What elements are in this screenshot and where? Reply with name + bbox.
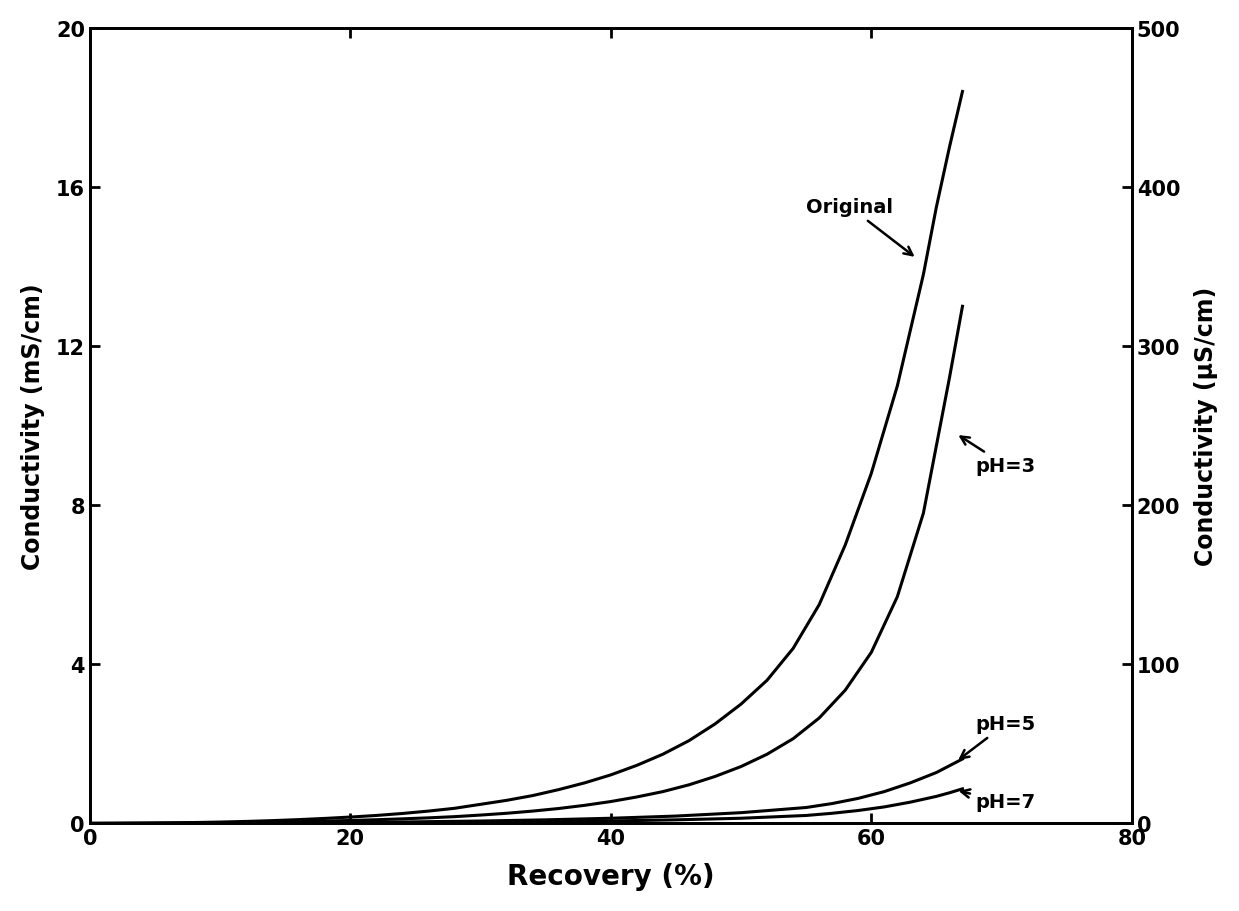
Text: pH=7: pH=7 [961, 790, 1036, 811]
Text: Original: Original [807, 198, 912, 256]
Text: pH=5: pH=5 [960, 715, 1036, 759]
X-axis label: Recovery (%): Recovery (%) [507, 862, 715, 890]
Text: pH=3: pH=3 [960, 437, 1036, 476]
Y-axis label: Conductivity (μS/cm): Conductivity (μS/cm) [1194, 287, 1218, 566]
Y-axis label: Conductivity (mS/cm): Conductivity (mS/cm) [21, 283, 45, 569]
